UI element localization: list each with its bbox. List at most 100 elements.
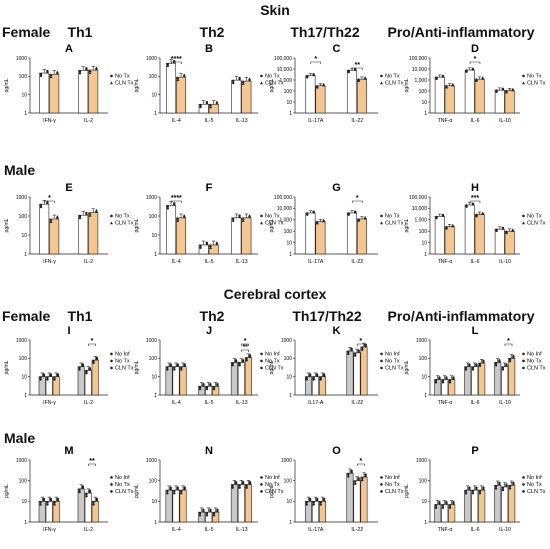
data-point bbox=[94, 67, 98, 71]
y-tick-label: 1 bbox=[24, 111, 27, 117]
y-tick-label: 1 bbox=[424, 252, 427, 258]
legend-marker bbox=[522, 476, 525, 479]
row-label-skin-female: Female bbox=[2, 24, 50, 40]
legend-marker bbox=[260, 490, 263, 493]
legend-label: No Tx bbox=[527, 214, 542, 220]
bar-no-tx bbox=[237, 362, 245, 396]
data-point bbox=[49, 75, 53, 79]
data-point bbox=[166, 205, 170, 208]
data-point bbox=[53, 376, 56, 379]
data-point bbox=[49, 218, 53, 221]
x-tick-label: IL-4 bbox=[172, 400, 181, 406]
data-point bbox=[353, 68, 357, 72]
legend-marker bbox=[110, 352, 113, 356]
data-point bbox=[495, 228, 498, 231]
data-point bbox=[182, 74, 186, 78]
data-point bbox=[42, 374, 46, 378]
data-point bbox=[215, 242, 219, 246]
data-point bbox=[471, 368, 475, 371]
data-point bbox=[241, 82, 245, 86]
legend-label: CLN Tx bbox=[385, 366, 404, 372]
y-tick-label: 10 bbox=[151, 499, 157, 505]
legend-marker bbox=[522, 359, 525, 363]
data-point bbox=[475, 364, 478, 368]
panel-L: Lpg/mL 1 10 100 1000 TNF-α IL-6 IL-10 * No InfNo … bbox=[404, 325, 546, 406]
data-point bbox=[306, 212, 309, 215]
data-point bbox=[501, 368, 505, 371]
data-point bbox=[78, 72, 82, 75]
panel-letter: G bbox=[332, 182, 341, 194]
data-point bbox=[354, 482, 357, 486]
data-point bbox=[347, 352, 350, 356]
data-point bbox=[248, 78, 252, 82]
legend-label: CLN Tx bbox=[385, 81, 404, 87]
significance-bracket bbox=[356, 463, 365, 466]
bar-no-inf bbox=[165, 366, 173, 396]
legend-marker bbox=[260, 352, 263, 356]
y-tick-label: 10 bbox=[151, 374, 157, 380]
bar-no-inf bbox=[494, 484, 502, 523]
y-tick-label: 1 bbox=[154, 252, 157, 258]
significance-label: * bbox=[359, 458, 362, 465]
x-tick-label: IL-22 bbox=[351, 118, 363, 124]
legend-marker bbox=[110, 490, 113, 493]
data-point bbox=[434, 379, 438, 382]
data-point bbox=[315, 374, 319, 378]
panel-B: Bpg/mL 1 10 100 1000 IL-4 IL-5 IL-13 **** No TxCL… bbox=[134, 43, 284, 124]
significance-label: * bbox=[314, 56, 317, 63]
y-axis-label: pg/mL bbox=[4, 218, 10, 232]
bar-no-inf bbox=[464, 489, 472, 523]
data-point bbox=[94, 210, 98, 213]
data-point bbox=[347, 69, 350, 73]
y-tick-label: 1000 bbox=[16, 458, 27, 464]
data-point bbox=[238, 484, 241, 487]
data-point bbox=[464, 368, 468, 371]
data-point bbox=[505, 364, 508, 368]
y-tick-label: 100,000 bbox=[409, 195, 427, 201]
y-tick-label: 1000 bbox=[146, 338, 157, 344]
legend-marker bbox=[522, 366, 525, 370]
bar-no-inf bbox=[346, 350, 354, 396]
legend-marker bbox=[260, 221, 263, 225]
data-point bbox=[363, 216, 367, 220]
panel-G: Gpg/mL 1 10 100 1,000 10,000 100,000 IL-17A IL-2… bbox=[269, 182, 404, 265]
data-point bbox=[88, 491, 92, 494]
x-tick-label: IL-13 bbox=[236, 259, 248, 265]
y-tick-label: 10 bbox=[286, 499, 292, 505]
data-point bbox=[322, 374, 326, 378]
y-tick-label: 100 bbox=[19, 214, 28, 220]
bar-no-tx bbox=[39, 72, 50, 114]
bar-no-tx bbox=[231, 79, 242, 114]
data-point bbox=[78, 490, 81, 494]
legend-label: No Tx bbox=[265, 359, 280, 365]
data-point bbox=[478, 362, 482, 366]
x-tick-label: IL-2 bbox=[84, 118, 93, 124]
data-point bbox=[347, 212, 350, 215]
bar-cln-tx bbox=[241, 217, 252, 255]
x-tick-label: IL-2 bbox=[84, 527, 93, 533]
legend-marker bbox=[260, 483, 263, 486]
bar-no-tx bbox=[501, 366, 509, 396]
y-axis-label: pg/mL bbox=[269, 360, 275, 374]
data-point bbox=[85, 495, 88, 498]
y-tick-label: 1000 bbox=[146, 195, 157, 201]
data-point bbox=[482, 488, 485, 491]
bar-cln-tx bbox=[474, 78, 485, 114]
data-point bbox=[241, 482, 245, 485]
data-point bbox=[364, 474, 367, 478]
data-point bbox=[169, 364, 172, 368]
bar-no-tx bbox=[346, 70, 357, 114]
panel-letter: H bbox=[471, 182, 479, 194]
y-tick-label: 10 bbox=[151, 92, 157, 98]
data-point bbox=[312, 376, 315, 379]
data-point bbox=[46, 376, 49, 379]
legend-label: CLN Tx bbox=[527, 81, 546, 87]
data-point bbox=[441, 381, 445, 384]
y-tick-label: 1000 bbox=[416, 458, 427, 464]
data-point bbox=[238, 78, 241, 81]
bar-no-tx bbox=[231, 217, 242, 255]
